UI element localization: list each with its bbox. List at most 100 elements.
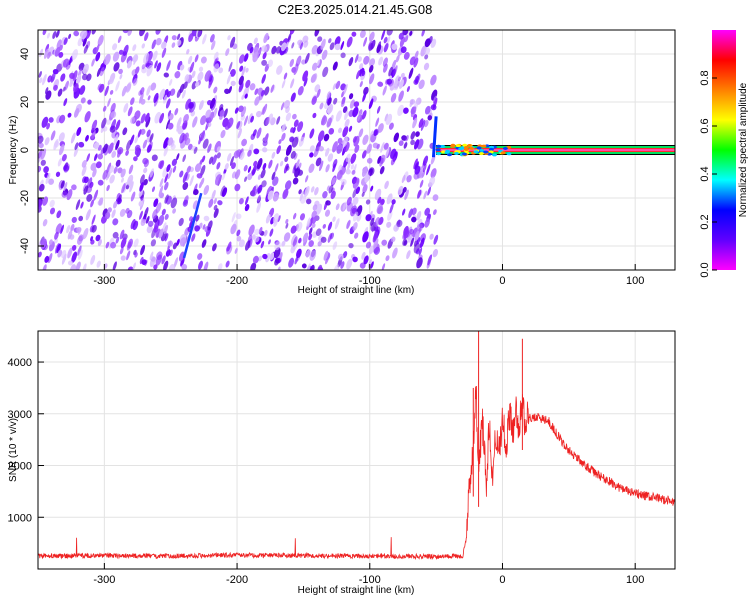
spectrogram-noise-speckle: [292, 113, 297, 120]
spectrogram-noise-speckle: [189, 61, 195, 73]
signal-band-wobble: [435, 148, 441, 152]
signal-band-wobble: [463, 148, 469, 151]
spectrogram-noise-speckle: [399, 36, 405, 47]
spectrogram-noise-speckle: [239, 151, 245, 161]
spectrogram-noise-speckle: [304, 185, 310, 198]
spectrogram-noise-speckle: [165, 98, 171, 109]
spectrogram-noise-speckle: [166, 164, 171, 173]
spectrogram-noise-speckle: [42, 264, 47, 270]
spectrogram-noise-speckle: [399, 79, 404, 89]
spectrogram-noise-speckle: [205, 109, 212, 119]
spectrogram-noise-speckle: [57, 158, 63, 167]
spectrogram-noise-speckle: [77, 227, 82, 235]
spectrogram-noise-speckle: [328, 127, 335, 135]
spectrogram-noise-speckle: [48, 178, 55, 185]
spectrogram-noise-speckle: [227, 35, 231, 41]
spectrogram-noise-speckle: [73, 108, 80, 118]
spectrogram-noise-speckle: [128, 179, 133, 187]
spectrogram-noise-speckle: [383, 36, 388, 44]
spectrogram-noise-speckle: [146, 129, 151, 138]
spectrogram-noise-speckle: [366, 157, 373, 164]
spectrogram-noise-speckle: [285, 112, 292, 122]
spectrogram-noise-speckle: [256, 158, 263, 170]
spectrogram-noise-speckle: [176, 238, 180, 246]
spectrogram-noise-speckle: [293, 119, 299, 128]
spectrogram-noise-speckle: [293, 212, 297, 220]
spectrogram-noise-speckle: [163, 94, 168, 104]
colorbar-ticks: 0.0 0.2 0.4 0.6 0.8: [699, 70, 717, 278]
spectrogram-noise-speckle: [213, 198, 217, 205]
signal-band-wobble: [506, 152, 512, 156]
spectrogram-noise-speckle: [410, 106, 417, 118]
spectrogram-noise-speckle: [350, 153, 357, 164]
spectrogram-noise-speckle: [208, 156, 214, 165]
spectrogram-noise-speckle: [155, 37, 162, 46]
spectrogram-noise-speckle: [316, 88, 321, 98]
spectrogram-noise-speckle: [295, 159, 300, 169]
spectrogram-noise-speckle: [145, 116, 151, 128]
spectrogram-noise-speckle: [108, 165, 114, 174]
spectrogram-noise-speckle: [414, 165, 421, 175]
snr-y-tick-label: 3000: [8, 409, 32, 421]
spectrogram-noise-speckle: [55, 171, 61, 177]
spectrogram-noise-speckle: [329, 232, 335, 240]
spectrogram-noise-speckle: [379, 157, 384, 167]
spectrogram-noise-speckle: [85, 209, 91, 221]
colorbar: 0.0 0.2 0.4 0.6 0.8 Normalized spectral ampl…: [699, 30, 749, 278]
spectrogram-noise-speckle: [398, 90, 404, 102]
spectrogram-noise-speckle: [278, 139, 282, 145]
spectrogram-noise-speckle: [146, 225, 153, 234]
spectrogram-noise-speckle: [321, 115, 328, 126]
spectrogram-noise-speckle: [52, 68, 59, 75]
spectrogram-noise-speckle: [342, 136, 348, 148]
spectrogram-noise-speckle: [191, 80, 197, 90]
spectrogram-noise-speckle: [182, 171, 188, 183]
spectrogram-noise-speckle: [257, 194, 261, 202]
spectrogram-noise-speckle: [74, 142, 79, 151]
spectrogram-noise-speckle: [236, 229, 241, 237]
spectrogram-noise-speckle: [226, 73, 232, 85]
signal-band-wobble: [481, 144, 487, 148]
spectrogram-noise-speckle: [188, 102, 194, 109]
spectrogram-noise-speckle: [308, 240, 314, 248]
spectrogram-noise-speckle: [206, 100, 212, 106]
spectrogram-noise-speckle: [428, 35, 433, 45]
signal-band-wobble: [450, 144, 456, 148]
spectrogram-noise-speckle: [244, 93, 248, 99]
spectrogram-noise-speckle: [159, 178, 164, 188]
spectrogram-noise-speckle: [102, 143, 108, 154]
spectrogram-noise-speckle: [127, 60, 132, 69]
spectrogram-noise-speckle: [229, 156, 235, 166]
spectrogram-noise-speckle: [424, 54, 429, 60]
spectrogram-noise-speckle: [99, 66, 105, 77]
spectrogram-noise-speckle: [424, 47, 431, 55]
spectrogram-noise-speckle: [151, 209, 158, 220]
spectrogram-noise-speckle: [173, 257, 179, 268]
spectrogram-noise-speckle: [281, 42, 287, 52]
spectrogram-noise-speckle: [366, 143, 373, 154]
spectrogram-noise-speckle: [112, 43, 118, 51]
spectrogram-noise-speckle: [130, 116, 136, 124]
spectrogram-noise-speckle: [115, 236, 120, 244]
spectrogram-noise-speckle: [346, 258, 353, 270]
spectrogram-noise-speckle: [347, 162, 351, 171]
spectrogram-noise-speckle: [61, 154, 67, 162]
spectrogram-noise-speckle: [163, 146, 169, 157]
spectrogram-noise-speckle: [85, 134, 89, 142]
spectrogram-noise-speckle: [279, 160, 284, 167]
snr-x-tick-label: -300: [93, 574, 115, 586]
spectrogram-noise-speckle: [308, 233, 313, 241]
spectrogram-noise-speckle: [163, 224, 169, 235]
spectrogram-noise-speckle: [419, 179, 424, 188]
spectrogram-noise-speckle: [312, 112, 317, 119]
spectrogram-noise-speckle: [400, 72, 405, 78]
spectrogram-noise-speckle: [117, 35, 122, 44]
snr-y-tick-label: 4000: [8, 357, 32, 369]
spectrogram-noise-speckle: [43, 166, 49, 174]
spectrogram-noise-speckle: [79, 85, 86, 95]
spectrogram-noise-speckle: [226, 241, 232, 252]
spectrogram-noise-speckle: [202, 224, 206, 230]
spectrogram-noise-speckle: [146, 85, 151, 96]
spectrogram-noise-speckle: [390, 236, 396, 243]
